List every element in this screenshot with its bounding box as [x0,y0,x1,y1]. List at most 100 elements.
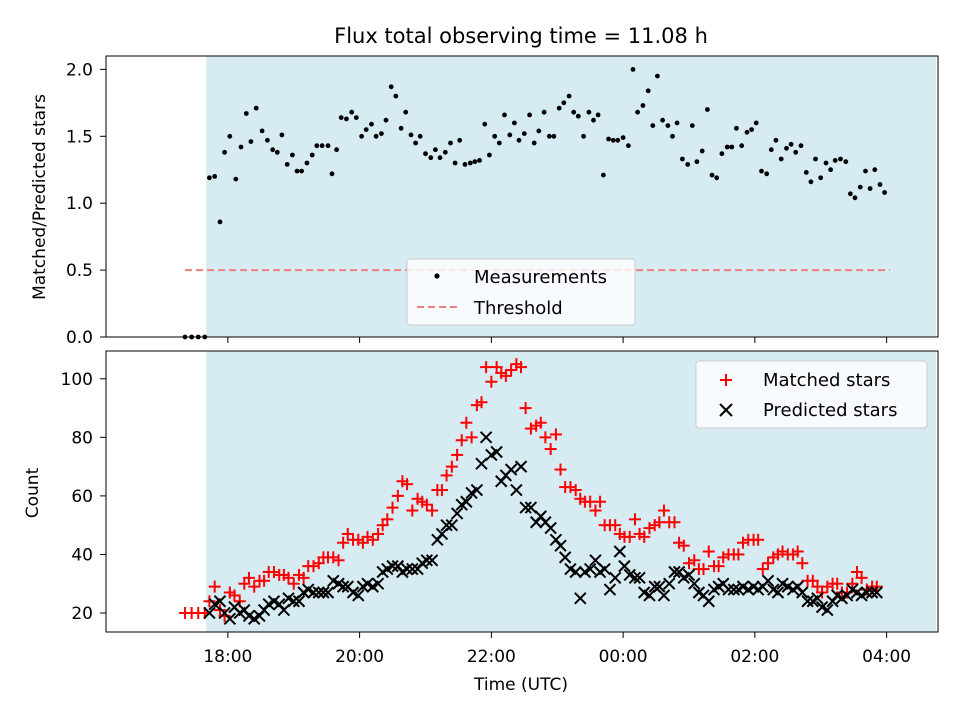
matched-star-point [831,577,844,590]
matched-star-point [381,513,394,526]
measurement-point [655,73,660,79]
predicted-star-point [292,595,306,608]
measurement-point [803,170,809,175]
measurement-point [428,155,434,161]
measurement-point [227,133,233,139]
measurement-point [773,137,779,143]
matched-star-point [623,530,636,543]
matched-star-point [609,519,622,532]
matched-star-point [341,527,354,540]
matched-star-point [451,448,464,461]
predicted-star-point [657,589,671,602]
matched-star-point [282,571,295,584]
predicted-star-point [603,583,617,596]
predicted-star-point [554,539,567,552]
measurement-point [591,117,596,123]
measurement-point [423,151,428,157]
matched-star-point [712,560,725,573]
measurement-point [413,140,418,146]
measurement-point [527,112,532,118]
top-y-axis-label: Matched/Predicted stars [30,94,50,300]
measurement-point [843,159,849,165]
measurement-point [561,100,567,106]
measurement-point [813,156,818,162]
measurement-point [353,115,359,120]
bottom-y-tick-label: 80 [71,428,93,448]
measurement-point [759,168,764,174]
predicted-star-point [688,577,701,590]
measurement-point [290,152,295,158]
matched-star-point [515,361,528,374]
predicted-star-point [450,507,464,520]
measurement-point [818,175,824,181]
measurement-point [363,127,369,132]
matched-star-point [564,481,577,494]
predicted-star-point [386,559,399,573]
measurement-point [551,133,557,139]
matched-star-point [242,571,255,584]
matched-star-point [307,560,320,573]
predicted-star-point [727,583,740,596]
measurement-point [635,109,640,115]
measurement-point [253,105,259,111]
measurement-point [744,129,750,135]
predicted-star-point [628,571,642,585]
measurement-point [680,156,685,162]
measurement-point [383,117,389,123]
measurement-point [472,159,478,165]
measurement-point [719,151,725,157]
bottom-y-tick-label: 40 [71,545,93,565]
legend-measurements-marker [434,273,440,279]
measurement-point [674,120,680,126]
measurement-point [448,140,453,146]
matched-star-point [589,504,602,517]
top-panel: 0.00.51.01.52.0 Matched/Predicted stars … [30,55,939,348]
predicted-star-point [519,501,532,514]
measurement-point [778,156,784,162]
predicted-star-point [479,431,493,444]
matched-star-point [460,416,473,429]
measurement-point [615,137,621,143]
measurement-point [852,195,858,201]
predicted-star-point [312,586,325,599]
measurement-point [857,184,863,190]
matched-star-point [361,530,374,543]
measurement-point [793,149,799,155]
measurement-point [872,167,878,173]
matched-star-point [752,533,765,546]
matched-star-point [203,595,216,608]
predicted-star-point [475,457,488,470]
measurement-point [238,144,244,150]
measurement-point [685,162,691,167]
matched-star-point [776,545,789,558]
predicted-star-point [277,603,291,617]
matched-star-point [594,495,607,508]
matched-star-point [534,416,547,429]
matched-star-point [682,557,695,570]
legend-predicted-marker [719,403,733,417]
predicted-star-point [722,583,735,596]
measurement-point [467,160,473,166]
matched-star-point [445,460,458,473]
matched-star-point [539,431,552,444]
matched-star-point [435,484,448,497]
matched-star-point [248,580,261,593]
measurement-point [823,160,829,166]
predicted-star-point [514,460,528,473]
measurement-point [279,132,285,138]
predicted-star-point [821,603,834,617]
measurement-point [571,109,577,115]
matched-star-point [628,513,641,526]
measurement-point [694,159,700,165]
predicted-star-point [460,495,473,508]
legend-matched-marker [720,374,732,386]
matched-star-point [297,571,310,584]
predicted-star-point [811,592,824,605]
measurement-point [828,167,833,173]
predicted-star-point [558,551,572,564]
predicted-star-point [420,554,434,567]
matched-star-point [372,527,385,540]
measurement-point [838,156,843,162]
matched-star-point [569,484,582,497]
measurement-point [259,128,265,134]
